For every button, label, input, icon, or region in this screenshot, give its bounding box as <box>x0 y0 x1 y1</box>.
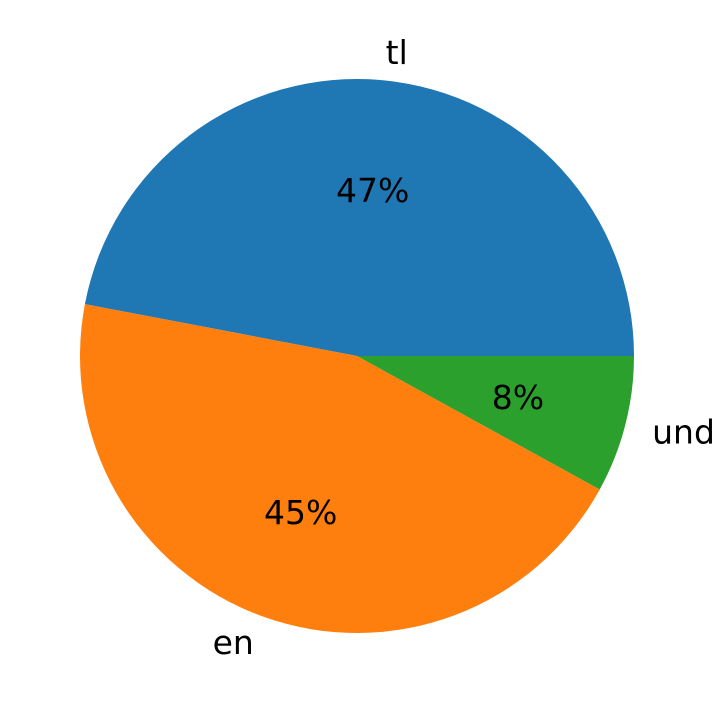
pie-percent-label-en: 45% <box>264 493 337 532</box>
pie-percent-label-tl: 47% <box>336 171 409 210</box>
pie-percent-label-und: 8% <box>492 378 544 417</box>
pie-slice-en <box>80 304 600 634</box>
pie-slices <box>80 79 634 634</box>
pie-category-label-en: en <box>213 623 254 662</box>
pie-category-label-und: und <box>652 412 715 451</box>
pie-slice-tl <box>84 79 634 356</box>
pie-labels: 47% tl 45% en 8% und <box>213 33 715 662</box>
pie-slice-und <box>357 356 634 490</box>
pie-category-label-tl: tl <box>386 33 408 72</box>
